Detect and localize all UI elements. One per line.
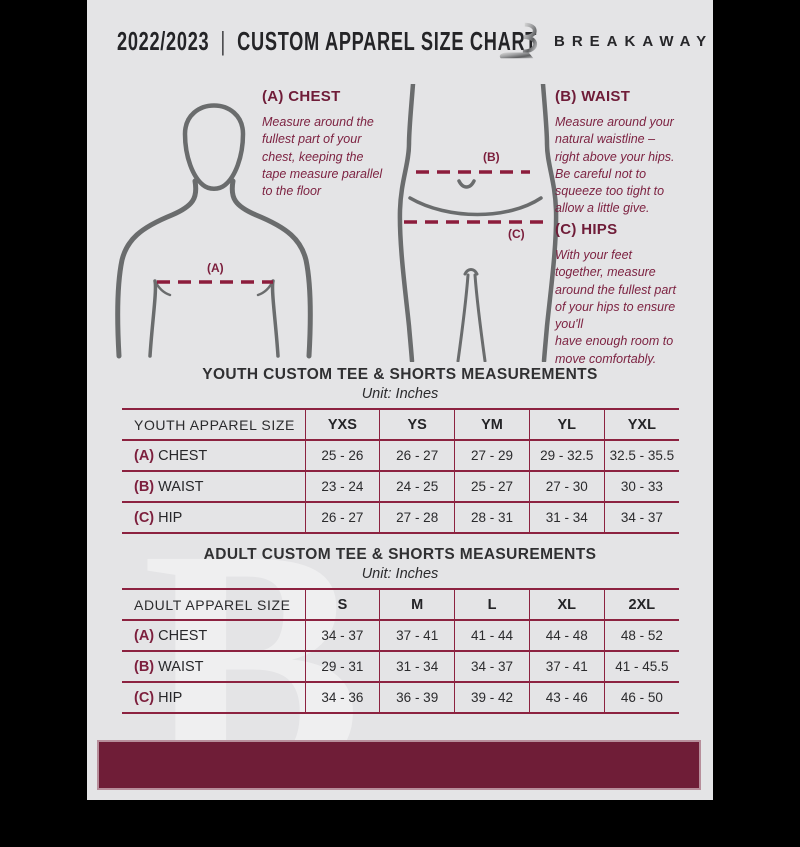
measurement-cell: 27 - 29 (454, 440, 530, 471)
table-row: (C) HIP 26 - 27 27 - 28 28 - 31 31 - 34 3… (122, 502, 679, 533)
measurement-cell: 30 - 33 (603, 471, 679, 502)
row-name: HIP (158, 689, 183, 706)
row-label-hip: (C) HIP (122, 682, 305, 713)
chest-description: Measure around the fullest part of your … (262, 115, 383, 198)
row-name: HIP (158, 509, 183, 526)
row-prefix: (B) (134, 478, 155, 495)
measurement-cell: 25 - 27 (454, 471, 530, 502)
row-name: WAIST (158, 478, 204, 495)
measurement-cell: 36 - 39 (379, 682, 455, 713)
measurement-cell: 41 - 45.5 (603, 651, 679, 682)
table-row: (A) CHEST 34 - 37 37 - 41 41 - 44 44 - 48… (122, 620, 679, 651)
row-label-chest: (A) CHEST (122, 440, 305, 471)
measurement-cell: 26 - 27 (379, 440, 455, 471)
chest-instruction-block: (A) CHEST Measure around the fullest par… (262, 88, 392, 200)
title-year: 2022/2023 (117, 26, 210, 56)
hips-heading: (C) HIPS (555, 221, 618, 238)
size-col-yxl: YXL (603, 409, 679, 440)
measurement-cell: 27 - 28 (379, 502, 455, 533)
letterbox-left (0, 0, 87, 800)
hips-instruction-block: (C) HIPS With your feet together, measur… (555, 221, 705, 368)
table-row: (C) HIP 34 - 36 36 - 39 39 - 42 43 - 46 4… (122, 682, 679, 713)
measurement-cell: 29 - 32.5 (528, 440, 605, 471)
size-col-yxs: YXS (304, 409, 380, 440)
measurement-cell: 31 - 34 (379, 651, 455, 682)
measurement-cell: 43 - 46 (528, 682, 605, 713)
table-row: (B) WAIST 29 - 31 31 - 34 34 - 37 37 - 41… (122, 651, 679, 682)
measurement-cell: 39 - 42 (454, 682, 530, 713)
brand-name: BREAKAWAY (554, 33, 714, 50)
measurement-cell: 31 - 34 (528, 502, 605, 533)
row-prefix: (A) (134, 627, 155, 644)
size-col-s: S (304, 589, 380, 620)
table-header-row: YOUTH APPAREL SIZE YXS YS YM YL YXL (122, 409, 679, 440)
measurement-cell: 28 - 31 (454, 502, 530, 533)
size-col-ys: YS (379, 409, 455, 440)
adult-section-title: ADULT CUSTOM TEE & SHORTS MEASUREMENTS (203, 546, 597, 563)
measurement-cell: 29 - 31 (304, 651, 380, 682)
waist-description: Measure around your natural waistline – … (555, 115, 675, 216)
chest-marker-label: (A) (207, 261, 224, 275)
measurement-cell: 48 - 52 (603, 620, 679, 651)
measurement-cell: 24 - 25 (379, 471, 455, 502)
row-prefix: (B) (134, 658, 155, 675)
row-label-waist: (B) WAIST (122, 471, 305, 502)
row-label-hip: (C) HIP (122, 502, 305, 533)
waist-heading: (B) WAIST (555, 88, 631, 105)
adult-unit-label: Unit: Inches (361, 566, 439, 582)
size-col-2xl: 2XL (603, 589, 679, 620)
waist-instruction-block: (B) WAIST Measure around your natural wa… (555, 88, 703, 218)
measurement-cell: 34 - 36 (304, 682, 380, 713)
row-prefix: (C) (134, 689, 155, 706)
youth-unit-label: Unit: Inches (361, 386, 439, 402)
row-name: CHEST (158, 447, 208, 464)
row-label-chest: (A) CHEST (122, 620, 305, 651)
page-title: 2022/2023 | CUSTOM APPAREL SIZE CHART (117, 26, 537, 57)
size-col-l: L (454, 589, 530, 620)
youth-section-title: YOUTH CUSTOM TEE & SHORTS MEASUREMENTS (202, 366, 598, 383)
measurement-cell: 44 - 48 (528, 620, 605, 651)
table-header-row: ADULT APPAREL SIZE S M L XL 2XL (122, 589, 679, 620)
size-col-ym: YM (454, 409, 530, 440)
chest-heading: (A) CHEST (262, 88, 341, 105)
measurement-cell: 37 - 41 (528, 651, 605, 682)
adult-size-table: ADULT APPAREL SIZE S M L XL 2XL (A) CHEST… (122, 588, 679, 714)
measurement-cell: 37 - 41 (379, 620, 455, 651)
footer-bar (97, 740, 701, 790)
table-row: (A) CHEST 25 - 26 26 - 27 27 - 29 29 - 32… (122, 440, 679, 471)
size-col-m: M (379, 589, 455, 620)
youth-size-table: YOUTH APPAREL SIZE YXS YS YM YL YXL (A) C… (122, 408, 679, 534)
youth-size-header-cell: YOUTH APPAREL SIZE (134, 416, 295, 433)
row-prefix: (A) (134, 447, 155, 464)
row-prefix: (C) (134, 509, 155, 526)
row-name: WAIST (158, 658, 204, 675)
torso-silhouette-figure (115, 103, 313, 359)
hips-description: With your feet together, measure around … (555, 248, 676, 366)
measurement-cell: 34 - 37 (304, 620, 380, 651)
size-col-yl: YL (528, 409, 605, 440)
adult-size-header-cell: ADULT APPAREL SIZE (134, 596, 291, 613)
measurement-cell: 23 - 24 (304, 471, 380, 502)
measurement-cell: 27 - 30 (528, 471, 605, 502)
breakaway-logo-icon (499, 20, 538, 59)
measurement-cell: 26 - 27 (304, 502, 380, 533)
title-text: CUSTOM APPAREL SIZE CHART (237, 26, 538, 56)
row-name: CHEST (158, 627, 208, 644)
measurement-cell: 46 - 50 (603, 682, 679, 713)
waist-marker-label: (B) (483, 150, 500, 164)
title-divider: | (220, 26, 226, 56)
measurement-cell: 32.5 - 35.5 (603, 440, 679, 471)
hips-silhouette-figure (397, 84, 559, 362)
size-chart-page: 2022/2023 | CUSTOM APPAREL SIZE CHART BREA… (87, 0, 714, 830)
size-col-xl: XL (528, 589, 605, 620)
measurement-cell: 34 - 37 (454, 651, 530, 682)
letterbox-right (713, 0, 800, 800)
measurement-cell: 41 - 44 (454, 620, 530, 651)
table-row: (B) WAIST 23 - 24 24 - 25 25 - 27 27 - 30… (122, 471, 679, 502)
row-label-waist: (B) WAIST (122, 651, 305, 682)
measurement-cell: 34 - 37 (603, 502, 679, 533)
measurement-cell: 25 - 26 (304, 440, 380, 471)
hips-marker-label: (C) (508, 227, 525, 241)
